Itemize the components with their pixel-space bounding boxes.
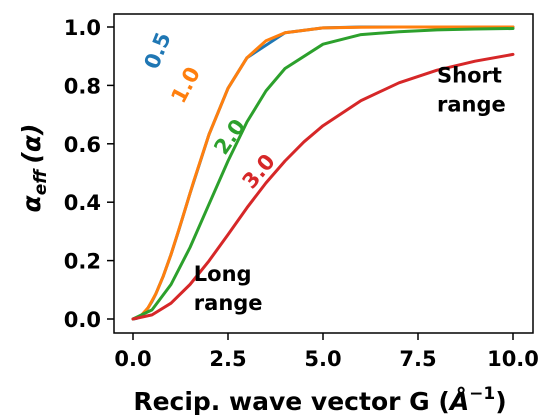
x-tick-label: 0.0	[114, 347, 151, 371]
x-tick-label: 2.5	[209, 347, 246, 371]
x-tick-label: 10.0	[487, 347, 539, 371]
x-tick-label: 7.5	[399, 347, 436, 371]
y-axis-title: αeff(α)	[17, 124, 51, 213]
y-tick-label: 0.6	[64, 133, 101, 157]
annotation-2: range	[437, 93, 506, 117]
y-axis-ticks: 0.0 0.2 0.4 0.6 0.8 1.0	[64, 16, 114, 332]
y-tick-label: 1.0	[64, 16, 101, 40]
x-axis-title: Recip. wave vector G (Å−1)	[133, 384, 506, 416]
series-line-2	[131, 25, 515, 321]
series-label-2: 1.0	[166, 63, 205, 107]
x-tick-label: 5.0	[304, 347, 341, 371]
series-label-4: 3.0	[238, 149, 280, 193]
series-label-1: 0.5	[140, 29, 176, 72]
annotation-4: range	[194, 291, 263, 315]
series-layer	[131, 25, 515, 321]
series-line-4	[131, 52, 515, 321]
annotation-1: Short	[437, 63, 502, 87]
x-axis-ticks: 0.0 2.5 5.0 7.5 10.0	[114, 333, 539, 371]
annotation-3: Long	[194, 262, 252, 286]
y-tick-label: 0.8	[64, 74, 101, 98]
y-tick-label: 0.0	[64, 308, 101, 332]
y-tick-label: 0.4	[64, 191, 101, 215]
y-tick-label: 0.2	[64, 250, 101, 274]
series-labels: 0.51.02.03.0	[140, 29, 280, 193]
series-line-3	[131, 27, 515, 321]
annotations: Short range Long range	[194, 63, 506, 315]
